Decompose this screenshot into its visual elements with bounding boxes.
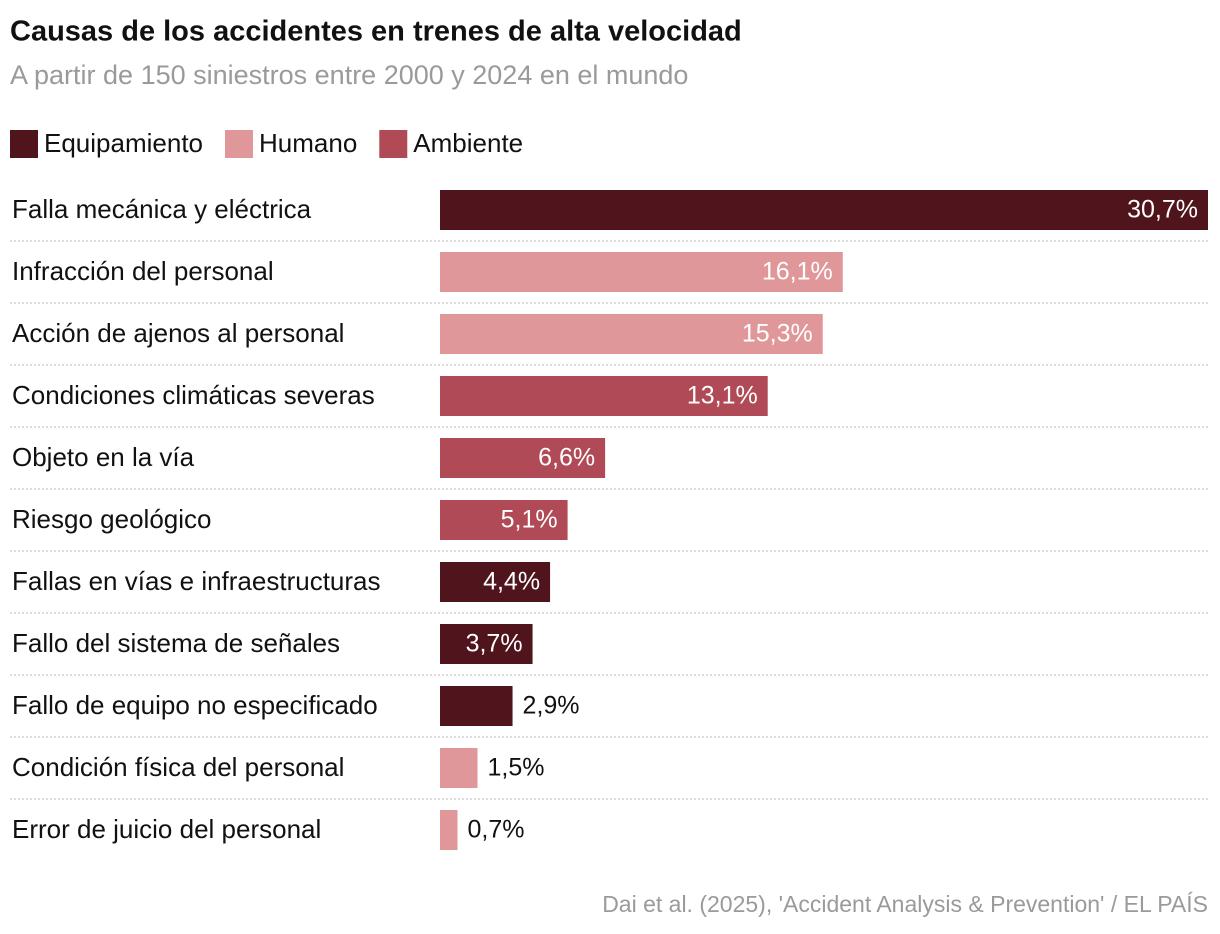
legend-swatch — [10, 130, 38, 158]
category-label: Acción de ajenos al personal — [12, 318, 344, 348]
category-label: Condiciones climáticas severas — [12, 380, 375, 410]
bar — [440, 190, 1208, 230]
bar — [440, 624, 533, 664]
category-label: Fallas en vías e infraestructuras — [12, 566, 381, 596]
value-label: 15,3% — [742, 320, 813, 348]
value-label: 3,7% — [466, 630, 523, 658]
bar — [440, 686, 513, 726]
category-label: Objeto en la vía — [12, 442, 195, 472]
legend-swatch — [225, 130, 253, 158]
legend-label: Equipamiento — [44, 128, 203, 158]
value-label: 4,4% — [483, 568, 540, 596]
value-label: 1,5% — [488, 754, 545, 782]
legend-label: Humano — [259, 128, 357, 158]
category-label: Error de juicio del personal — [12, 814, 321, 844]
bar — [440, 376, 768, 416]
category-label: Infracción del personal — [12, 256, 274, 286]
value-label: 2,9% — [523, 692, 580, 720]
legend-label: Ambiente — [413, 128, 523, 158]
bar — [440, 252, 843, 292]
category-label: Condición física del personal — [12, 752, 344, 782]
bar — [440, 810, 458, 850]
value-label: 13,1% — [687, 382, 758, 410]
bar — [440, 438, 606, 478]
chart-subtitle: A partir de 150 siniestros entre 2000 y … — [10, 60, 688, 90]
value-label: 30,7% — [1127, 196, 1198, 224]
value-label: 0,7% — [468, 816, 525, 844]
bar — [440, 314, 823, 354]
chart-title: Causas de los accidentes en trenes de al… — [10, 16, 742, 48]
source: Dai et al. (2025), 'Accident Analysis & … — [602, 891, 1208, 917]
bar — [440, 748, 478, 788]
legend-swatch — [379, 130, 408, 158]
bar — [440, 500, 568, 540]
value-label: 5,1% — [501, 506, 558, 534]
value-label: 16,1% — [762, 258, 833, 286]
category-label: Fallo de equipo no especificado — [12, 690, 378, 720]
category-label: Fallo del sistema de señales — [12, 628, 340, 658]
category-label: Falla mecánica y eléctrica — [12, 194, 312, 224]
value-label: 6,6% — [538, 444, 595, 472]
category-label: Riesgo geológico — [12, 504, 211, 534]
bar — [440, 562, 551, 602]
